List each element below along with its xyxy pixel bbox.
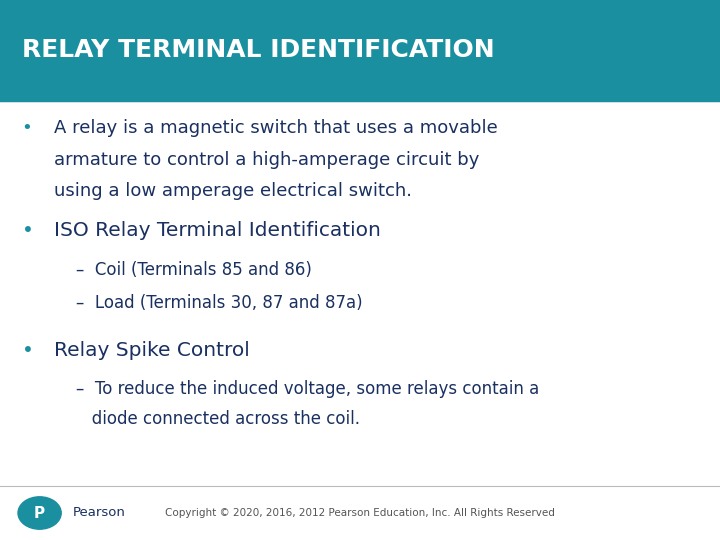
Text: –  Load (Terminals 30, 87 and 87a): – Load (Terminals 30, 87 and 87a) (76, 294, 362, 312)
Text: diode connected across the coil.: diode connected across the coil. (76, 410, 359, 428)
Text: ISO Relay Terminal Identification: ISO Relay Terminal Identification (54, 221, 381, 240)
Text: P: P (34, 505, 45, 521)
Text: –  To reduce the induced voltage, some relays contain a: – To reduce the induced voltage, some re… (76, 380, 539, 397)
Circle shape (18, 497, 61, 529)
Text: •: • (22, 221, 33, 240)
Text: A relay is a magnetic switch that uses a movable: A relay is a magnetic switch that uses a… (54, 119, 498, 137)
Text: using a low amperage electrical switch.: using a low amperage electrical switch. (54, 183, 412, 200)
Text: Relay Spike Control: Relay Spike Control (54, 341, 250, 360)
Text: armature to control a high-amperage circuit by: armature to control a high-amperage circ… (54, 151, 480, 168)
Text: –  Coil (Terminals 85 and 86): – Coil (Terminals 85 and 86) (76, 261, 312, 279)
Text: Pearson: Pearson (73, 507, 125, 519)
Text: Copyright © 2020, 2016, 2012 Pearson Education, Inc. All Rights Reserved: Copyright © 2020, 2016, 2012 Pearson Edu… (165, 508, 555, 518)
FancyBboxPatch shape (0, 0, 720, 100)
Text: •: • (22, 341, 33, 360)
Text: RELAY TERMINAL IDENTIFICATION: RELAY TERMINAL IDENTIFICATION (22, 38, 494, 62)
Text: •: • (22, 119, 32, 137)
